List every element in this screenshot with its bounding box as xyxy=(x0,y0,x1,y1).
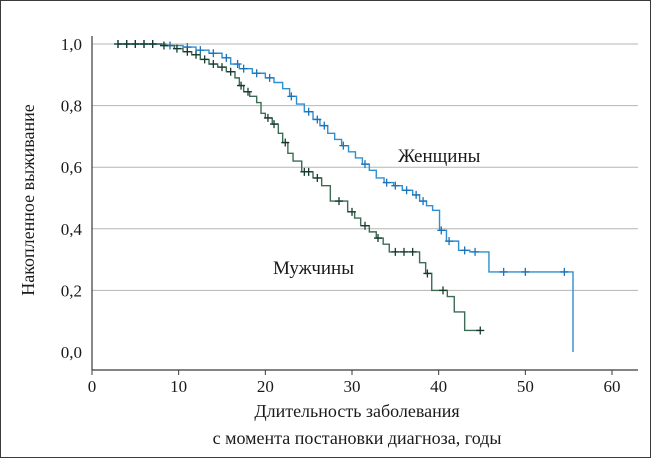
censor-mark-men xyxy=(122,40,131,48)
censor-mark-men xyxy=(131,40,140,48)
y-tick-label: 0,4 xyxy=(61,220,83,239)
censor-mark-women xyxy=(313,115,322,124)
series-label-women: Женщины xyxy=(398,146,481,167)
censor-mark-women xyxy=(304,107,313,116)
censor-mark-women xyxy=(252,69,261,78)
series-layer xyxy=(114,40,574,352)
censor-mark-men xyxy=(476,326,485,335)
censor-mark-men xyxy=(172,44,181,53)
censor-mark-women xyxy=(265,73,274,82)
censor-mark-women xyxy=(361,160,369,169)
axes xyxy=(91,36,638,371)
x-tick-label: 20 xyxy=(257,377,274,396)
x-tick-label: 50 xyxy=(517,377,534,396)
censor-mark-men xyxy=(423,269,432,278)
censor-mark-women xyxy=(471,247,480,256)
censor-mark-women xyxy=(209,49,218,58)
censor-mark-men xyxy=(183,47,192,56)
censor-mark-men xyxy=(263,113,272,122)
censor-mark-men xyxy=(140,40,148,48)
censor-mark-women xyxy=(560,267,569,276)
censor-mark-men xyxy=(226,67,235,76)
censor-mark-men xyxy=(335,197,343,206)
censor-mark-men xyxy=(304,167,313,176)
x-tick-label: 60 xyxy=(604,377,621,396)
x-tick-label: 40 xyxy=(430,377,447,396)
axis-ticks: 0,0 0,2 0,4 0,6 0,8 1,0 0 10 20 30 40 50 60 xyxy=(61,35,621,396)
censor-mark-men xyxy=(218,63,226,72)
censor-mark-women xyxy=(437,226,446,235)
censor-mark-women xyxy=(402,186,411,195)
censor-mark-men xyxy=(439,286,447,295)
censor-mark-men xyxy=(400,247,408,256)
censor-mark-women xyxy=(222,53,231,62)
y-tick-label: 0,2 xyxy=(61,281,82,300)
censor-mark-women xyxy=(287,92,296,101)
x-tick-label: 30 xyxy=(344,377,361,396)
censor-mark-women xyxy=(445,237,454,246)
x-axis-label-line-2: с момента постановки диагноза, годы xyxy=(213,428,502,448)
censor-mark-women xyxy=(521,267,530,276)
censor-mark-women xyxy=(499,267,508,276)
censor-mark-men xyxy=(192,50,200,59)
series-line-men xyxy=(118,43,481,332)
censor-mark-women xyxy=(339,141,348,150)
y-tick-label: 0,8 xyxy=(61,97,82,116)
censor-mark-men xyxy=(148,40,157,48)
x-axis-label-line-1: Длительность заболевания xyxy=(254,401,459,421)
censor-mark-men xyxy=(391,247,400,256)
censor-mark-men xyxy=(200,55,209,64)
censor-mark-women xyxy=(320,121,329,130)
censor-mark-men xyxy=(313,173,322,182)
censor-mark-men xyxy=(237,81,246,90)
censor-mark-men xyxy=(361,221,369,230)
censor-mark-men xyxy=(270,120,278,129)
x-tick-label: 10 xyxy=(170,377,187,396)
series-line-women xyxy=(118,43,574,352)
y-tick-label: 0,0 xyxy=(61,343,82,362)
censor-mark-men xyxy=(408,247,417,256)
censor-mark-women xyxy=(382,178,391,187)
censor-mark-men xyxy=(374,234,382,243)
y-tick-label: 1,0 xyxy=(61,35,82,54)
censor-mark-women xyxy=(233,60,242,69)
censor-mark-women xyxy=(419,197,428,206)
y-tick-label: 0,6 xyxy=(61,158,82,177)
censor-mark-men xyxy=(244,87,252,96)
censor-mark-women xyxy=(412,190,421,199)
censor-mark-women xyxy=(391,181,400,190)
y-axis-label: Накопленное выживание xyxy=(18,104,38,296)
censor-mark-women xyxy=(196,46,205,55)
series-label-men: Мужчины xyxy=(273,258,354,279)
x-tick-label: 0 xyxy=(88,377,97,396)
censor-mark-men xyxy=(209,60,218,69)
censor-mark-men xyxy=(159,41,168,50)
censor-mark-men xyxy=(348,207,356,216)
censor-mark-men xyxy=(114,40,122,48)
censor-mark-women xyxy=(460,246,469,255)
censor-mark-women xyxy=(239,64,248,73)
censor-mark-men xyxy=(281,138,290,147)
